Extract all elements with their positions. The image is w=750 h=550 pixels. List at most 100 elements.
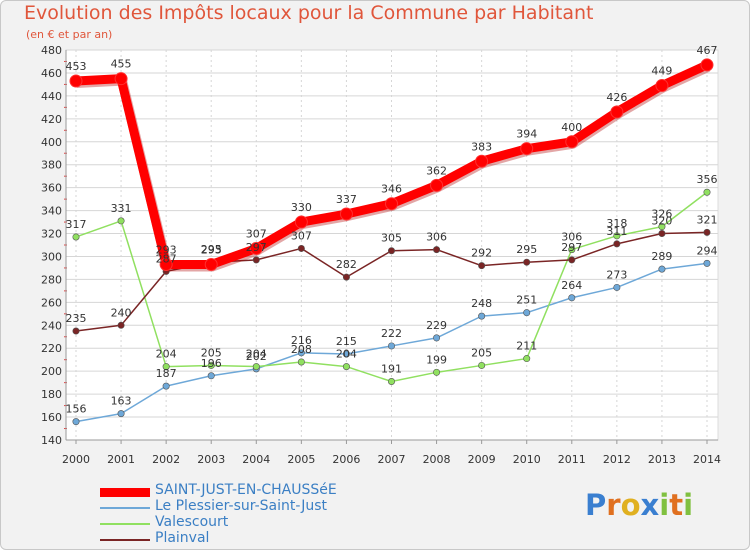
y-tick-label: 460	[41, 67, 62, 80]
data-label: 205	[201, 346, 222, 359]
data-point	[297, 244, 305, 252]
data-label: 307	[291, 229, 312, 242]
chart-subtitle: (en € et par an)	[26, 28, 113, 41]
data-label: 331	[111, 202, 132, 215]
data-label: 320	[651, 215, 672, 228]
y-tick-label: 140	[41, 434, 62, 447]
y-tick-label: 300	[41, 250, 62, 263]
data-label: 264	[561, 279, 582, 292]
data-point	[387, 247, 395, 255]
data-label: 199	[426, 353, 447, 366]
data-point	[207, 372, 215, 380]
data-point	[478, 262, 486, 270]
x-tick-label: 2012	[603, 453, 631, 466]
data-label: 311	[606, 225, 627, 238]
data-point	[117, 321, 125, 329]
y-tick-label: 400	[41, 136, 62, 149]
data-point	[387, 377, 395, 385]
data-point	[72, 233, 80, 241]
axes: 140 160 180 200 220 240 260 280 300 320 340 360 380 4…	[41, 44, 721, 466]
data-point	[655, 79, 669, 93]
data-point	[252, 363, 260, 371]
data-label: 306	[426, 231, 447, 244]
data-point	[294, 215, 308, 229]
data-point	[207, 361, 215, 369]
data-point	[249, 241, 263, 255]
legend-swatch	[100, 507, 150, 509]
data-label: 293	[201, 244, 222, 257]
series-layer	[69, 58, 714, 426]
data-label: 208	[291, 343, 312, 356]
x-tick-label: 2006	[332, 453, 360, 466]
x-tick-label: 2013	[648, 453, 676, 466]
data-label: 317	[66, 218, 87, 231]
data-label: 326	[651, 208, 672, 221]
data-point	[69, 74, 83, 88]
y-tick-label: 200	[41, 365, 62, 378]
data-point	[342, 363, 350, 371]
logo-letter: x	[640, 488, 660, 522]
legend-label: Valescourt	[155, 514, 229, 530]
data-point	[433, 334, 441, 342]
logo-letter: r	[606, 488, 621, 522]
data-label: 282	[336, 258, 357, 271]
data-label: 240	[111, 306, 132, 319]
legend-label: Le Plessier-sur-Saint-Just	[155, 498, 327, 514]
x-tick-label: 2011	[558, 453, 586, 466]
x-tick-label: 2009	[468, 453, 496, 466]
y-tick-label: 360	[41, 182, 62, 195]
data-point	[433, 368, 441, 376]
y-tick-label: 440	[41, 90, 62, 103]
series-0	[69, 58, 714, 272]
data-label: 294	[697, 244, 718, 257]
logo-letter: i	[683, 488, 694, 522]
y-tick-label: 280	[41, 273, 62, 286]
data-label: 297	[246, 241, 267, 254]
data-point	[658, 265, 666, 273]
y-tick-label: 320	[41, 228, 62, 241]
x-tick-label: 2000	[62, 453, 90, 466]
data-point	[523, 309, 531, 317]
chart-title: Evolution des Impôts locaux pour la Comm…	[24, 2, 594, 24]
data-point	[72, 327, 80, 335]
data-label: 400	[561, 121, 582, 134]
legend-label: Plainval	[155, 530, 210, 546]
data-point	[117, 410, 125, 418]
data-point	[568, 246, 576, 254]
data-label: 321	[697, 213, 718, 226]
y-tick-label: 380	[41, 159, 62, 172]
data-label: 295	[201, 243, 222, 256]
data-label: 204	[246, 348, 267, 361]
data-point	[385, 197, 398, 211]
y-tick-label: 240	[41, 319, 62, 332]
data-label: 202	[246, 350, 267, 363]
data-point	[703, 228, 711, 236]
data-label: 187	[156, 367, 177, 380]
data-point	[478, 361, 486, 369]
data-point	[478, 312, 486, 320]
logo-letter: o	[620, 488, 641, 522]
data-point	[162, 363, 170, 371]
y-tick-label: 160	[41, 411, 62, 424]
y-tick-label: 480	[41, 44, 62, 57]
data-point	[433, 246, 441, 254]
data-label: 229	[426, 319, 447, 332]
data-point	[342, 273, 350, 281]
data-label: 205	[471, 346, 492, 359]
logo-letter: P	[585, 488, 607, 522]
data-label: 156	[66, 403, 87, 416]
data-point	[297, 358, 305, 366]
x-tick-label: 2007	[378, 453, 406, 466]
data-point	[430, 178, 444, 192]
data-point	[700, 58, 714, 72]
data-label: 383	[471, 140, 492, 153]
series-2	[72, 188, 711, 385]
proxiti-logo: Proxiti	[585, 488, 693, 522]
data-point	[568, 294, 576, 302]
data-point	[387, 342, 395, 350]
x-tick-label: 2003	[197, 453, 225, 466]
data-label: 453	[66, 60, 87, 73]
data-point	[613, 232, 621, 240]
data-label: 318	[606, 217, 627, 230]
